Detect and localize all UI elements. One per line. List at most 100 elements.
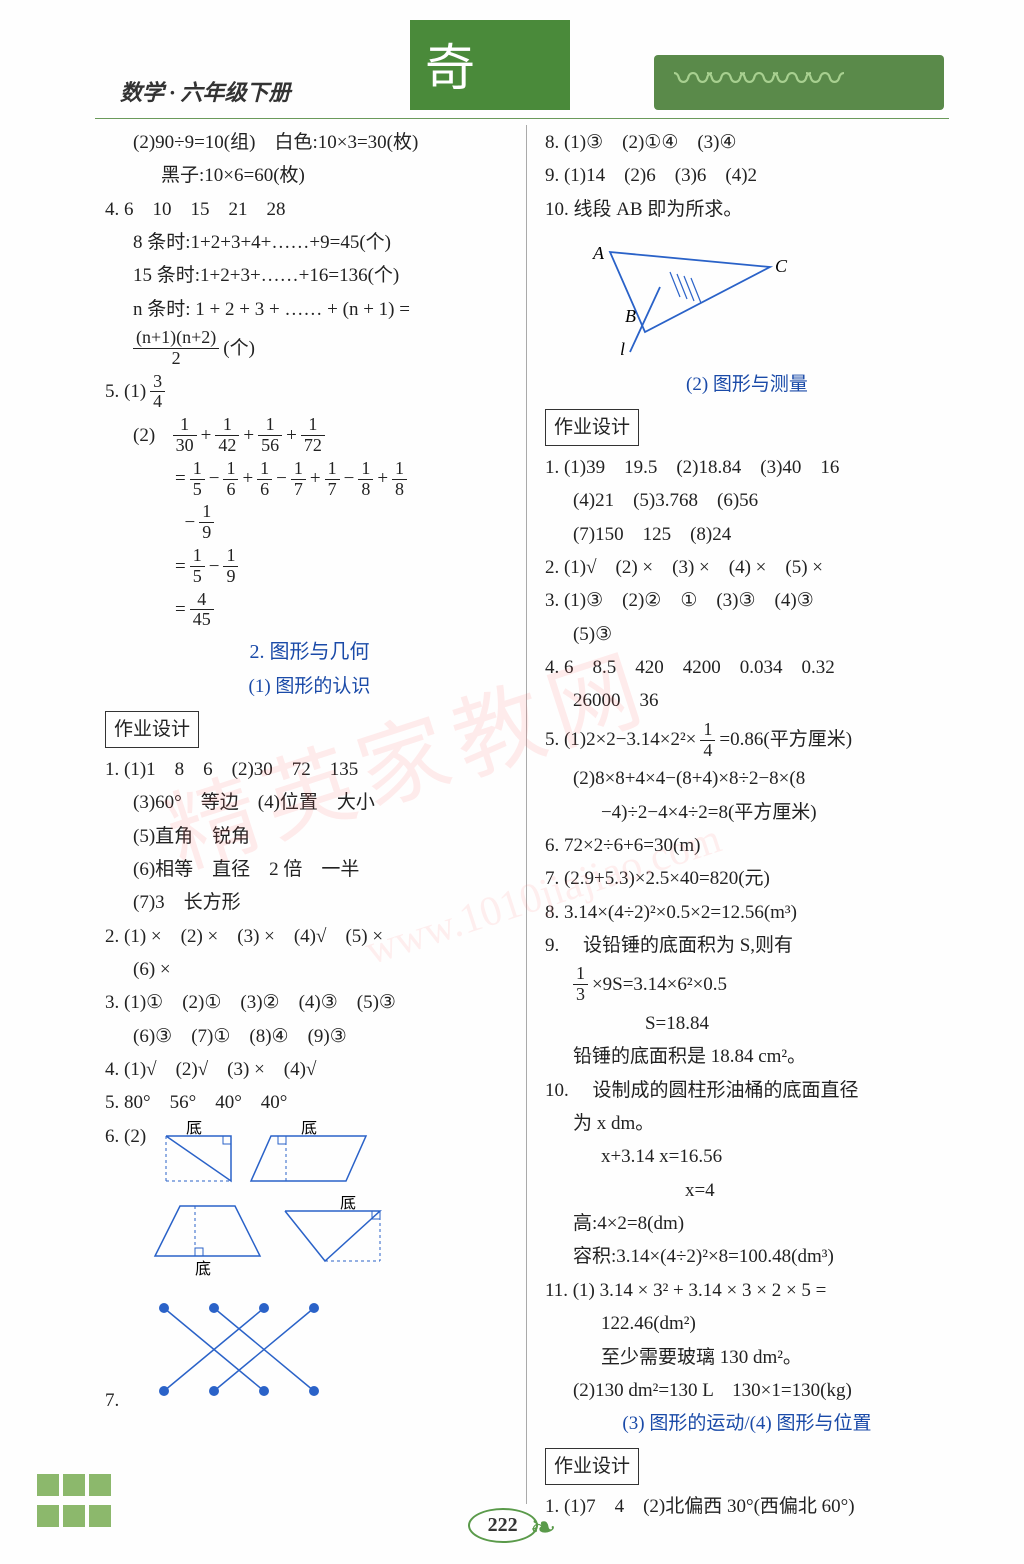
divider-line <box>95 118 949 119</box>
answer-line: 7. <box>105 1296 514 1416</box>
right-column: 8. (1)③ (2)①④ (3)④ 9. (1)14 (2)6 (3)6 (4… <box>526 125 949 1504</box>
answer-line: (6) × <box>105 954 514 985</box>
answer-line: (2)130 dm²=130 L 130×1=130(kg) <box>545 1375 949 1406</box>
section-subtitle: (2) 图形与测量 <box>545 369 949 400</box>
logo-text: 奇 <box>410 20 570 108</box>
answer-line: 容积:3.14×(4÷2)²×8=100.48(dm³) <box>545 1241 949 1272</box>
answer-line: 8 条时:1+2+3+4+……+9=45(个) <box>105 227 514 258</box>
equation-line: =15− 16+ 16− 17+ 17− 18+ 18 <box>105 459 514 500</box>
answer-line: 11. (1) 3.14 × 3² + 3.14 × 3 × 2 × 5 = <box>545 1275 949 1306</box>
text: ×9S=3.14×6²×0.5 <box>592 969 727 1000</box>
svg-text:底: 底 <box>186 1121 202 1137</box>
equation-line: −19 <box>105 502 514 543</box>
shape-trapezoid: 底 <box>145 1196 275 1281</box>
box-label: 作业设计 <box>105 711 199 748</box>
answer-line: 3. (1)① (2)① (3)② (4)③ (5)③ <box>105 987 514 1018</box>
equation-line: =445 <box>105 590 514 631</box>
answer-line: x=4 <box>545 1175 949 1206</box>
fraction-num: (n+1)(n+2) <box>133 328 219 349</box>
answer-line: 黑子:10×6=60(枚) <box>105 160 514 191</box>
text: (个) <box>223 333 255 364</box>
answer-line: −4)÷2−4×4÷2=8(平方厘米) <box>545 797 949 828</box>
answer-line: 8. 3.14×(4÷2)²×0.5×2=12.56(m³) <box>545 897 949 928</box>
book-title: 数学 · 六年级下册 <box>120 75 291 107</box>
section-subtitle: (1) 图形的认识 <box>105 671 514 702</box>
shape-parallelogram: 底 <box>246 1121 386 1191</box>
answer-line: 9. (1)14 (2)6 (3)6 (4)2 <box>545 160 949 191</box>
answer-line: (2)8×8+4×4−(8+4)×8÷2−8×(8 <box>545 763 949 794</box>
corner-decoration <box>35 1472 113 1534</box>
svg-text:底: 底 <box>340 1196 356 1212</box>
left-column: (2)90÷9=10(组) 白色:10×3=30(枚) 黑子:10×6=60(枚… <box>105 125 526 1504</box>
text: =0.86(平方厘米) <box>719 724 852 755</box>
fraction-den: 4 <box>150 392 165 412</box>
answer-line: (6)相等 直径 2 倍 一半 <box>105 854 514 885</box>
page-footer: 222❧ <box>0 1508 1024 1546</box>
answer-line: 8. (1)③ (2)①④ (3)④ <box>545 127 949 158</box>
fraction-num: 3 <box>150 372 165 393</box>
answer-line: 铅锤的底面积是 18.84 cm²。 <box>545 1041 949 1072</box>
page-number: 222 <box>468 1508 538 1543</box>
answer-line: (3)60° 等边 (4)位置 大小 <box>105 787 514 818</box>
section-subtitle: (3) 图形的运动/(4) 图形与位置 <box>545 1408 949 1439</box>
equation-line: 13 ×9S=3.14×6²×0.5 <box>545 964 949 1005</box>
answer-line: 至少需要玻璃 130 dm²。 <box>545 1342 949 1373</box>
svg-text:底: 底 <box>301 1121 317 1137</box>
answer-line: 2. (1) × (2) × (3) × (4)√ (5) × <box>105 921 514 952</box>
svg-text:l: l <box>620 339 625 357</box>
answer-line: (2)90÷9=10(组) 白色:10×3=30(枚) <box>105 127 514 158</box>
answer-line: 26000 36 <box>545 685 949 716</box>
svg-text:B: B <box>625 306 636 326</box>
equation-line: (2) 130+ 142+ 156+ 172 <box>105 415 514 456</box>
fraction-den: 2 <box>133 349 219 369</box>
logo-block: 奇 <box>410 20 570 110</box>
section-title: 2. 图形与几何 <box>105 636 514 669</box>
shape-triangle: 底 <box>151 1121 241 1191</box>
answer-line: (7)150 125 (8)24 <box>545 519 949 550</box>
box-label: 作业设计 <box>545 409 639 446</box>
svg-text:C: C <box>775 256 788 276</box>
svg-text:A: A <box>592 243 605 263</box>
answer-line: 5. 80° 56° 40° 40° <box>105 1087 514 1118</box>
answer-line: 4. 6 10 15 21 28 <box>105 194 514 225</box>
box-label: 作业设计 <box>545 1448 639 1485</box>
answer-line: 10. 设制成的圆柱形油桶的底面直径 <box>545 1075 949 1106</box>
answer-line: 122.46(dm²) <box>545 1308 949 1339</box>
answer-line: 9. 设铅锤的底面积为 S,则有 <box>545 930 949 961</box>
header-decoration: 〰〰〰〰〰 <box>654 55 944 110</box>
answer-line: 4. (1)√ (2)√ (3) × (4)√ <box>105 1054 514 1085</box>
answer-line: (5)直角 锐角 <box>105 821 514 852</box>
svg-text:底: 底 <box>195 1260 211 1278</box>
fraction-line: (n+1)(n+2)2 (个) <box>105 328 514 369</box>
equation-line: =15− 19 <box>105 546 514 587</box>
triangle-diagram: A C B l <box>575 227 949 367</box>
answer-line: 为 x dm。 <box>545 1108 949 1139</box>
text: 5. (1) <box>105 376 146 407</box>
answer-line: 6. 72×2÷6+6=30(m) <box>545 830 949 861</box>
answer-line: 1. (1)39 19.5 (2)18.84 (3)40 16 <box>545 452 949 483</box>
text: 5. (1)2×2−3.14×2²× <box>545 724 696 755</box>
answer-line: (6)③ (7)① (8)④ (9)③ <box>105 1021 514 1052</box>
answer-line: 7. (2.9+5.3)×2.5×40=820(元) <box>545 863 949 894</box>
shape-triangle: 底 <box>280 1196 410 1281</box>
answer-line: 3. (1)③ (2)② ① (3)③ (4)③ <box>545 585 949 616</box>
answer-line: 5. (1) 34 <box>105 372 514 413</box>
text: (2) <box>133 420 155 451</box>
answer-line: 4. 6 8.5 420 4200 0.034 0.32 <box>545 652 949 683</box>
answer-line: S=18.84 <box>545 1008 949 1039</box>
wave-icon: 〰〰〰〰〰 <box>654 55 944 105</box>
answer-line: 6. (2) 底 底 <box>105 1121 514 1191</box>
answer-line: x+3.14 x=16.56 <box>545 1141 949 1172</box>
answer-line: 10. 线段 AB 即为所求。 <box>545 194 949 225</box>
text: 6. (2) <box>105 1126 146 1147</box>
answer-line: (5)③ <box>545 619 949 650</box>
answer-line: (4)21 (5)3.768 (6)56 <box>545 485 949 516</box>
answer-line: 2. (1)√ (2) × (3) × (4) × (5) × <box>545 552 949 583</box>
answer-line: 高:4×2=8(dm) <box>545 1208 949 1239</box>
text: 7. <box>105 1390 119 1411</box>
answer-line: (7)3 长方形 <box>105 887 514 918</box>
shapes-row: 底 底 <box>145 1196 514 1291</box>
matching-diagram <box>144 1296 344 1406</box>
answer-line: 15 条时:1+2+3+……+16=136(个) <box>105 260 514 291</box>
answer-line: n 条时: 1 + 2 + 3 + …… + (n + 1) = <box>105 294 514 325</box>
